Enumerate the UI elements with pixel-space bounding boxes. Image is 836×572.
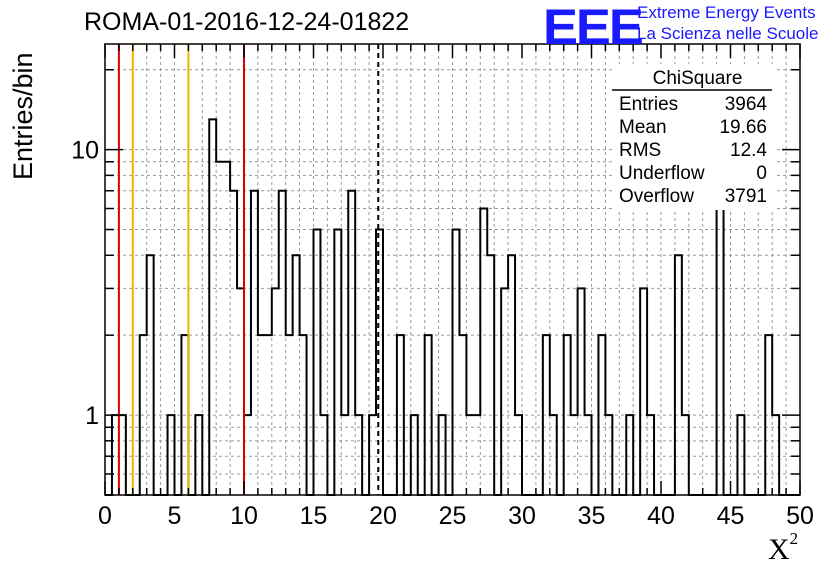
histogram-bin <box>216 162 223 495</box>
x-axis-label: X2 <box>768 529 798 567</box>
histogram-bin <box>508 255 515 495</box>
y-tick-label: 1 <box>85 402 99 430</box>
x-tick-label: 25 <box>439 502 467 530</box>
stats-title: ChiSquare <box>653 68 743 89</box>
logo-line-2: La Scienza nelle Scuole <box>637 24 819 43</box>
stats-row-label: Mean <box>619 117 667 138</box>
stats-row-value: 3791 <box>725 186 767 207</box>
logo-line-1: Extreme Energy Events <box>637 3 816 22</box>
histogram-bin <box>334 230 341 495</box>
histogram-bin <box>717 209 724 495</box>
histogram-bin <box>223 162 230 495</box>
x-tick-label: 5 <box>168 502 182 530</box>
x-tick-label: 35 <box>578 502 606 530</box>
x-tick-label: 50 <box>786 502 814 530</box>
histogram-bin <box>348 191 355 495</box>
histogram-bin <box>675 255 682 495</box>
x-tick-label: 40 <box>647 502 675 530</box>
x-tick-label: 45 <box>717 502 745 530</box>
eee-logo: EEE Extreme Energy Events La Scienza nel… <box>543 0 833 55</box>
histogram-bin <box>480 209 487 495</box>
histogram-bin <box>314 230 321 495</box>
histogram-bin <box>640 288 647 495</box>
x-tick-label: 30 <box>508 502 536 530</box>
stats-row-value: 0 <box>756 163 767 184</box>
x-axis-label-superscript: 2 <box>789 529 799 548</box>
histogram-bin <box>293 255 300 495</box>
histogram-bin <box>453 230 460 495</box>
histogram-bin <box>279 191 286 495</box>
histogram-bin <box>578 288 585 495</box>
y-axis-label-wrap: Entries/bin <box>4 42 44 192</box>
histogram-bin <box>272 288 279 495</box>
histogram-bin <box>376 230 383 495</box>
x-axis-label-main: X <box>768 533 790 566</box>
stats-row-value: 3964 <box>725 94 768 115</box>
histogram-bin <box>237 288 244 495</box>
stats-row-label: Entries <box>619 94 678 115</box>
histogram-bin <box>230 191 237 495</box>
stats-row-label: Overflow <box>619 186 694 207</box>
histogram-bin <box>501 288 508 495</box>
stats-row-value: 12.4 <box>730 140 767 161</box>
x-tick-label: 0 <box>98 502 112 530</box>
x-tick-label: 15 <box>300 502 328 530</box>
stats-row-label: Underflow <box>619 163 705 184</box>
x-tick-label: 10 <box>230 502 258 530</box>
y-axis-label: Entries/bin <box>8 52 38 180</box>
histogram-bin <box>251 191 258 495</box>
eee-logo-mark: EEE <box>543 0 644 55</box>
stats-box <box>612 64 777 210</box>
x-tick-label: 20 <box>369 502 397 530</box>
stats-row-value: 19.66 <box>719 117 767 138</box>
y-tick-label: 10 <box>71 137 99 165</box>
histogram-bin <box>487 255 494 495</box>
stats-row-label: RMS <box>619 140 661 161</box>
chart-title: ROMA-01-2016-12-24-01822 <box>84 8 410 36</box>
histogram-bin <box>147 255 154 495</box>
